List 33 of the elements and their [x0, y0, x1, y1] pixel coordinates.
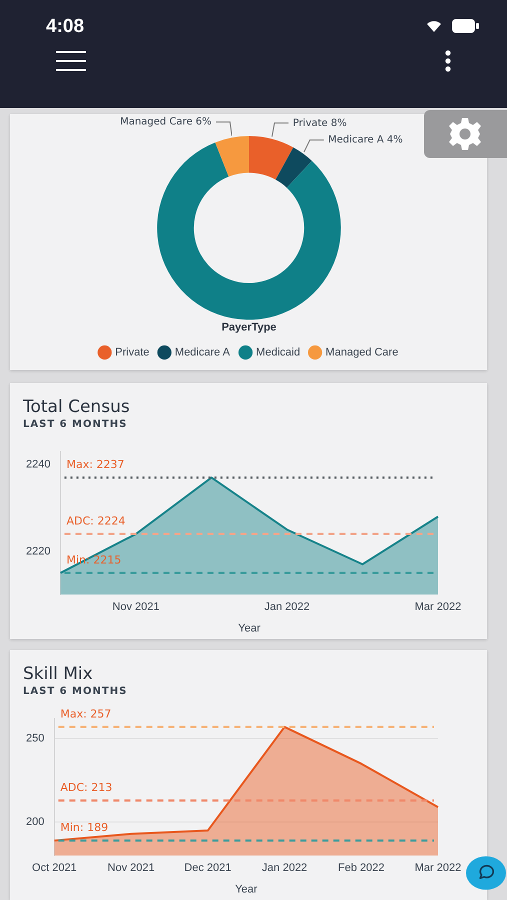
- chart-subtitle: LAST 6 MONTHS: [23, 686, 128, 697]
- x-tick-label: Oct 2021: [32, 862, 77, 874]
- y-tick-label: 200: [26, 816, 44, 828]
- ref-line-label: ADC: 2224: [66, 514, 126, 528]
- x-tick-label: Mar 2022: [414, 601, 462, 614]
- x-tick-label: Feb 2022: [338, 862, 385, 874]
- chart-title: Total Census: [23, 397, 130, 417]
- x-axis-title: Year: [238, 622, 261, 634]
- y-tick-label: 2240: [26, 458, 50, 471]
- legend-label: Medicare A: [174, 346, 231, 359]
- category-label: Medicare A 4%: [328, 134, 403, 146]
- legend-label: Medicaid: [256, 346, 300, 359]
- category-label: Managed Care 6%: [120, 116, 212, 128]
- x-tick-label: Dec 2021: [184, 862, 232, 874]
- x-tick-label: Mar 2022: [414, 862, 462, 874]
- legend-title: PayerType: [222, 321, 276, 334]
- ref-line-label: ADC: 213: [60, 780, 112, 794]
- chart-subtitle: LAST 6 MONTHS: [23, 419, 128, 430]
- ref-line-label: Max: 2237: [66, 458, 124, 471]
- ref-line-label: Max: 257: [60, 707, 112, 720]
- x-tick-label: Nov 2021: [108, 862, 155, 874]
- category-label: Private 8%: [292, 118, 347, 129]
- x-tick-label: Jan 2022: [264, 601, 310, 614]
- x-tick-label: Jan 2022: [262, 862, 308, 874]
- legend-label: Managed Care: [326, 346, 398, 359]
- x-tick-label: Nov 2021: [112, 601, 160, 614]
- y-tick-label: 250: [26, 732, 44, 745]
- chart-title: Skill Mix: [23, 664, 93, 684]
- text: 4:08: [46, 16, 84, 38]
- ref-line-label: Min: 189: [60, 820, 108, 834]
- y-tick-label: 2220: [26, 545, 50, 558]
- x-axis-title: Year: [235, 883, 258, 896]
- legend-label: Private: [115, 346, 150, 359]
